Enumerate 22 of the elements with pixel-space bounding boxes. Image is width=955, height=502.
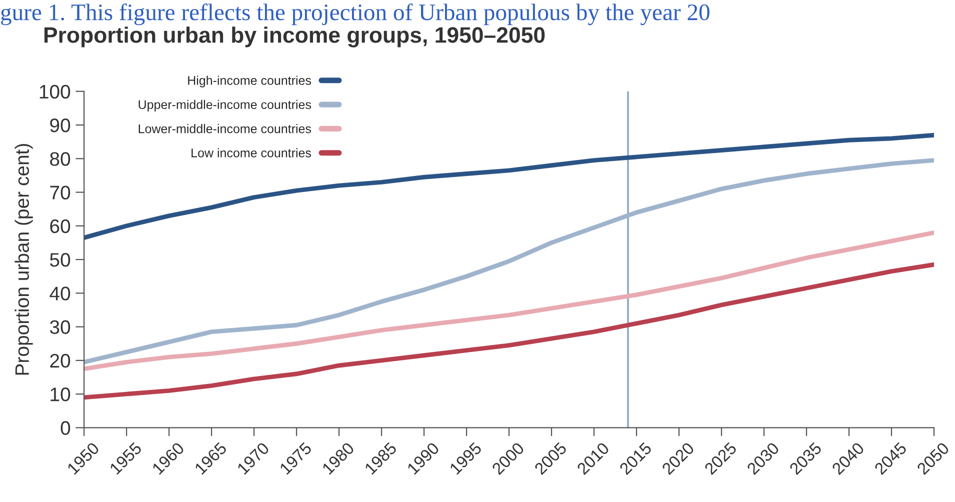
line-series [84,132,934,240]
line-series [84,262,934,400]
y-axis-title: Proportion urban (per cent) [14,144,33,375]
legend-label: High-income countries [188,76,312,88]
y-tick-label: 10 [50,388,70,402]
legend-label: Lower-middle-income countries [138,124,312,134]
legend-label: Low income countries [192,148,312,158]
y-tick-label: 30 [50,320,70,334]
y-tick-label: 80 [50,152,70,166]
y-tick-label: 20 [50,354,70,368]
y-tick-label: 50 [50,253,70,267]
legend-label: Upper-middle-income countries [138,100,312,112]
y-tick-label: 90 [50,118,70,132]
y-tick-label: 40 [50,286,70,300]
y-tick-label: 70 [50,186,70,200]
chart-title: Proportion urban by income groups, 1950–2050 [44,26,545,48]
y-tick-label: 60 [50,219,70,234]
text: gure 1. This figure reflects the projection of Urban populous by the year 20 [1,3,710,26]
line-series [84,158,934,364]
y-tick-label: 0 [60,421,70,435]
y-tick-label: 100 [40,84,70,99]
line-series [84,230,934,372]
